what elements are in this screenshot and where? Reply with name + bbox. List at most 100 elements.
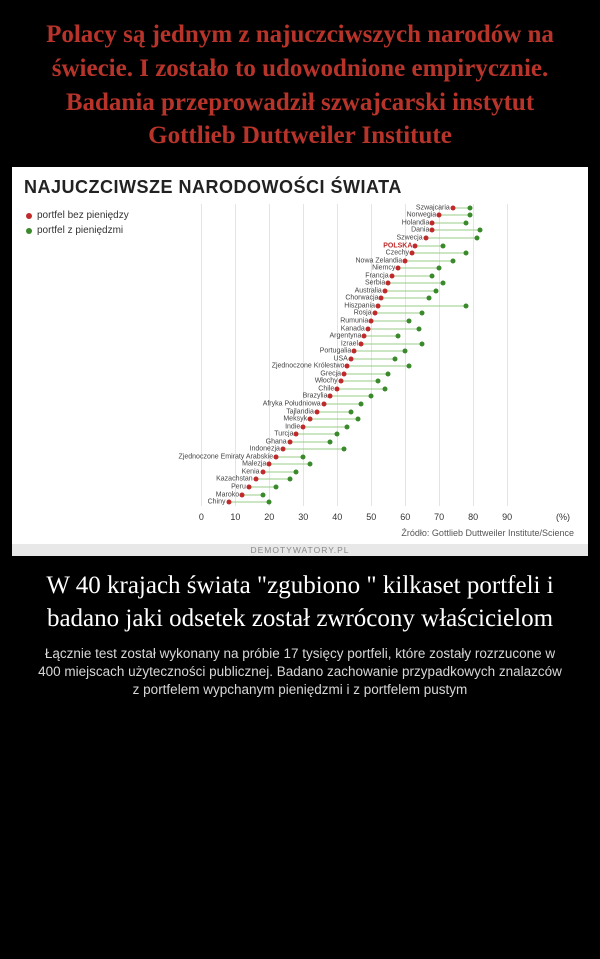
connector bbox=[341, 381, 378, 382]
dot-no-money bbox=[274, 454, 279, 459]
country-label: Maroko bbox=[216, 491, 242, 498]
dot-money bbox=[420, 311, 425, 316]
dot-money bbox=[433, 288, 438, 293]
country-row: Portugalia bbox=[26, 347, 574, 355]
country-label: Szwecja bbox=[397, 234, 426, 241]
country-row: Chorwacja bbox=[26, 295, 574, 303]
dot-no-money bbox=[345, 364, 350, 369]
dot-money bbox=[420, 341, 425, 346]
dot-no-money bbox=[240, 492, 245, 497]
dot-no-money bbox=[260, 469, 265, 474]
country-row: Maroko bbox=[26, 491, 574, 499]
country-row: Kazachstan bbox=[26, 476, 574, 484]
dot-no-money bbox=[253, 477, 258, 482]
country-label: Zjednoczone Emiraty Arabskie bbox=[179, 453, 277, 460]
dot-money bbox=[396, 334, 401, 339]
connector bbox=[296, 434, 337, 435]
country-row: Holandia bbox=[26, 219, 574, 227]
country-row: Ghana bbox=[26, 438, 574, 446]
connector bbox=[381, 298, 429, 299]
country-row: Zjednoczone Emiraty Arabskie bbox=[26, 453, 574, 461]
country-row: Indie bbox=[26, 423, 574, 431]
connector bbox=[361, 343, 422, 344]
chart-source: Źródło: Gottlieb Duttweiler Institute/Sc… bbox=[20, 524, 580, 538]
country-row: Afryka Południowa bbox=[26, 400, 574, 408]
dot-no-money bbox=[450, 205, 455, 210]
dot-no-money bbox=[352, 349, 357, 354]
connector bbox=[439, 215, 470, 216]
connector bbox=[310, 419, 358, 420]
dot-no-money bbox=[328, 394, 333, 399]
dot-money bbox=[474, 235, 479, 240]
country-label: Brazylia bbox=[303, 393, 331, 400]
country-row: Kenia bbox=[26, 468, 574, 476]
dot-no-money bbox=[348, 356, 353, 361]
dot-money bbox=[260, 492, 265, 497]
country-row: Indonezja bbox=[26, 446, 574, 454]
dot-no-money bbox=[362, 334, 367, 339]
dot-money bbox=[393, 356, 398, 361]
country-row: Izrael bbox=[26, 340, 574, 348]
connector bbox=[392, 275, 433, 276]
dot-money bbox=[382, 386, 387, 391]
dot-money bbox=[416, 326, 421, 331]
dot-money bbox=[287, 477, 292, 482]
country-label: Włochy bbox=[315, 378, 341, 385]
dot-money bbox=[440, 243, 445, 248]
dot-no-money bbox=[365, 326, 370, 331]
connector bbox=[344, 373, 388, 374]
dot-no-money bbox=[396, 266, 401, 271]
chart-card: NAJUCZCIWSZE NARODOWOŚCI ŚWIATA portfel … bbox=[12, 167, 588, 544]
dot-no-money bbox=[308, 417, 313, 422]
connector bbox=[256, 479, 290, 480]
dot-money bbox=[437, 266, 442, 271]
connector bbox=[354, 351, 405, 352]
country-label: Grecja bbox=[320, 370, 344, 377]
dot-money bbox=[345, 424, 350, 429]
dot-money bbox=[464, 303, 469, 308]
connector bbox=[351, 358, 395, 359]
country-label: Holandia bbox=[402, 219, 433, 226]
dot-money bbox=[406, 364, 411, 369]
dot-money bbox=[348, 409, 353, 414]
country-row: Szwecja bbox=[26, 234, 574, 242]
connector bbox=[371, 320, 408, 321]
connector bbox=[330, 396, 371, 397]
rows: SzwajcariaNorwegiaHolandiaDaniaSzwecjaPO… bbox=[26, 204, 574, 506]
dot-no-money bbox=[403, 258, 408, 263]
connector bbox=[378, 305, 466, 306]
dot-no-money bbox=[382, 288, 387, 293]
connector bbox=[398, 268, 439, 269]
country-row: Grecja bbox=[26, 370, 574, 378]
dot-no-money bbox=[301, 424, 306, 429]
connector bbox=[412, 253, 466, 254]
country-row: USA bbox=[26, 355, 574, 363]
country-row: Niemcy bbox=[26, 264, 574, 272]
axis-tick-label: 0 bbox=[199, 512, 204, 522]
country-row: Rumunia bbox=[26, 317, 574, 325]
connector bbox=[269, 464, 310, 465]
country-label: Argentyna bbox=[330, 333, 365, 340]
country-label: Meksyk bbox=[283, 416, 310, 423]
connector bbox=[368, 328, 419, 329]
connector bbox=[415, 245, 442, 246]
plot-wrap: 0102030405060708090 SzwajcariaNorwegiaHo… bbox=[20, 204, 580, 538]
country-row: Turcja bbox=[26, 430, 574, 438]
watermark: DEMOTYWATORY.PL bbox=[12, 544, 588, 556]
dot-no-money bbox=[386, 281, 391, 286]
connector bbox=[249, 487, 276, 488]
country-row: Kanada bbox=[26, 325, 574, 333]
dot-no-money bbox=[430, 220, 435, 225]
dot-money bbox=[450, 258, 455, 263]
country-label: Australia bbox=[355, 287, 385, 294]
country-label: Zjednoczone Królestwo bbox=[272, 363, 348, 370]
dot-money bbox=[308, 462, 313, 467]
country-row: Dania bbox=[26, 227, 574, 235]
country-row: Hiszpania bbox=[26, 302, 574, 310]
dot-money bbox=[294, 469, 299, 474]
country-label: POLSKA bbox=[383, 242, 415, 249]
dot-no-money bbox=[372, 311, 377, 316]
dot-no-money bbox=[294, 432, 299, 437]
axis-tick-label: 70 bbox=[434, 512, 444, 522]
country-label: Francja bbox=[365, 272, 391, 279]
